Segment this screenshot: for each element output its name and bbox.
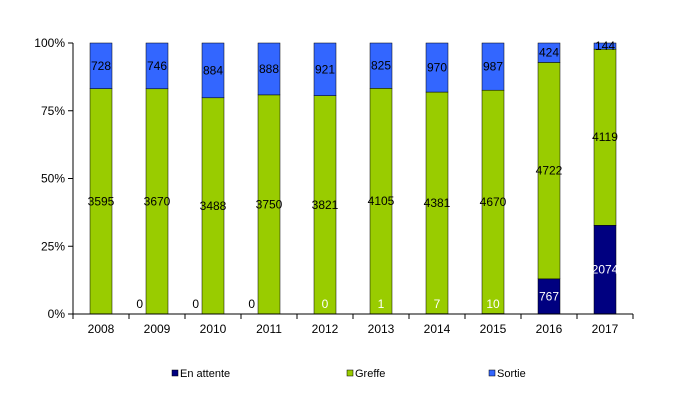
bar-segment-sortie bbox=[425, 42, 449, 93]
bar-segment-sortie bbox=[89, 42, 113, 89]
x-tick-label: 2009 bbox=[144, 322, 171, 336]
data-label: 728 bbox=[91, 59, 111, 73]
data-label: 767 bbox=[539, 289, 559, 303]
data-label: 2074 bbox=[592, 263, 619, 277]
x-axis-ticks: 2008 2009 2010 2011 2012 2013 2014 2015 2016 2017 bbox=[88, 322, 619, 336]
x-tick-label: 2015 bbox=[480, 322, 507, 336]
data-label: 4105 bbox=[368, 194, 395, 208]
x-tick-label: 2017 bbox=[592, 322, 619, 336]
data-label: 3488 bbox=[200, 199, 227, 213]
data-label: 144 bbox=[595, 39, 615, 53]
bar-segment-sortie bbox=[313, 42, 337, 96]
data-label: 3670 bbox=[144, 194, 171, 208]
data-label: 0 bbox=[192, 297, 199, 311]
data-labels-layer: 3595 728 0 3670 746 0 3488 884 0 3750 888 0 3821 921 1… bbox=[88, 39, 619, 311]
data-label: 884 bbox=[203, 63, 223, 77]
data-label: 7 bbox=[434, 297, 441, 311]
y-tick-label: 100% bbox=[34, 36, 65, 50]
bar-segment-sortie bbox=[593, 42, 617, 50]
legend-label: Sortie bbox=[497, 368, 526, 380]
data-label: 0 bbox=[248, 297, 255, 311]
legend-swatch bbox=[488, 369, 496, 377]
data-label: 987 bbox=[483, 60, 503, 74]
y-tick-label: 0% bbox=[48, 307, 66, 321]
data-label: 4381 bbox=[424, 196, 451, 210]
bar-segment-sortie bbox=[257, 42, 281, 96]
y-axis-ticks: 0% 25% 50% 75% 100% bbox=[34, 36, 73, 321]
data-label: 3750 bbox=[256, 197, 283, 211]
x-tick-label: 2012 bbox=[312, 322, 339, 336]
data-label: 0 bbox=[136, 297, 143, 311]
data-label: 3821 bbox=[312, 198, 339, 212]
bars-layer bbox=[89, 42, 617, 315]
data-label: 1 bbox=[378, 297, 385, 311]
x-tick-label: 2008 bbox=[88, 322, 115, 336]
y-tick-label: 25% bbox=[41, 239, 65, 253]
y-tick-label: 50% bbox=[41, 172, 65, 186]
data-label: 10 bbox=[486, 297, 500, 311]
x-tick-label: 2016 bbox=[536, 322, 563, 336]
x-tick-label: 2010 bbox=[200, 322, 227, 336]
data-label: 746 bbox=[147, 59, 167, 73]
data-label: 4119 bbox=[592, 130, 618, 144]
legend-label: En attente bbox=[180, 368, 230, 380]
legend-swatch bbox=[171, 369, 179, 377]
data-label: 921 bbox=[315, 62, 335, 76]
bar-segment-sortie bbox=[481, 42, 505, 91]
data-label: 825 bbox=[371, 59, 391, 73]
bar-segment-sortie bbox=[369, 42, 393, 89]
x-tick-label: 2013 bbox=[368, 322, 395, 336]
legend: En attente Greffe Sortie bbox=[171, 368, 526, 380]
data-label: 4670 bbox=[480, 195, 507, 209]
legend-swatch bbox=[346, 369, 354, 377]
legend-label: Greffe bbox=[355, 368, 385, 380]
data-label: 3595 bbox=[88, 194, 115, 208]
axes bbox=[72, 43, 634, 319]
x-tick-label: 2011 bbox=[256, 322, 282, 336]
bar-segment-sortie bbox=[537, 42, 561, 63]
data-label: 424 bbox=[539, 46, 559, 60]
y-tick-label: 75% bbox=[41, 104, 65, 118]
x-tick-label: 2014 bbox=[424, 322, 451, 336]
bar-segment-sortie bbox=[201, 42, 225, 99]
data-label: 970 bbox=[427, 61, 447, 75]
data-label: 0 bbox=[322, 297, 329, 311]
data-label: 888 bbox=[259, 62, 279, 76]
data-label: 4722 bbox=[536, 164, 563, 178]
bar-segment-sortie bbox=[145, 42, 169, 90]
